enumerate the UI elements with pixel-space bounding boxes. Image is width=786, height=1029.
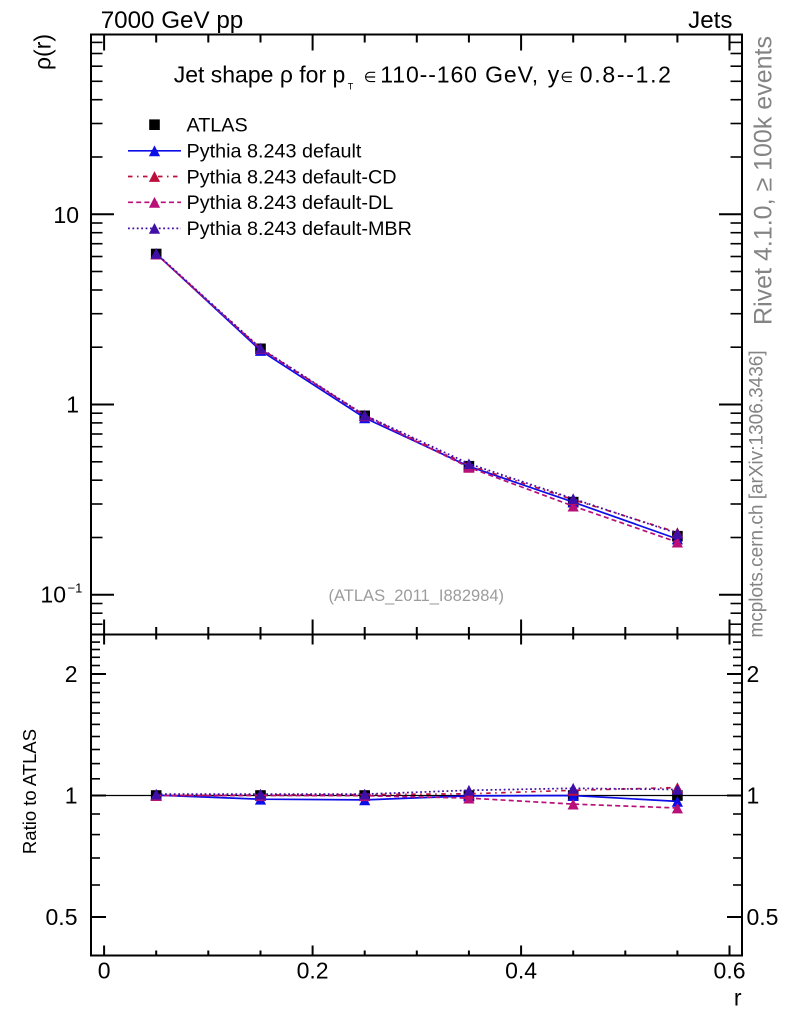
svg-text:0.6: 0.6 (714, 958, 746, 984)
svg-text:0: 0 (98, 958, 111, 984)
svg-text:0.8--1.2: 0.8--1.2 (580, 62, 673, 88)
svg-text:mcplots.cern.ch [arXiv:1306.34: mcplots.cern.ch [arXiv:1306.3436] (747, 350, 768, 637)
svg-text:1: 1 (65, 783, 78, 809)
svg-text:ρ(r): ρ(r) (30, 34, 56, 70)
svg-text:0.5: 0.5 (747, 904, 779, 930)
svg-text:∈: ∈ (560, 70, 573, 86)
svg-text:Jets: Jets (688, 7, 732, 34)
svg-text:2: 2 (65, 661, 78, 687)
svg-text:1: 1 (747, 783, 760, 809)
svg-text:0.2: 0.2 (297, 958, 329, 984)
svg-text:Jet shape ρ for p: Jet shape ρ for p (174, 62, 346, 88)
svg-text:10: 10 (40, 582, 66, 608)
svg-text:2: 2 (747, 661, 760, 687)
svg-text:(ATLAS_2011_I882984): (ATLAS_2011_I882984) (329, 587, 505, 605)
svg-text:Pythia 8.243 default-MBR: Pythia 8.243 default-MBR (187, 218, 412, 240)
svg-text:0.5: 0.5 (46, 904, 78, 930)
svg-text:Pythia 8.243 default-CD: Pythia 8.243 default-CD (187, 166, 397, 188)
svg-text:y: y (548, 62, 560, 88)
svg-text:ATLAS: ATLAS (187, 115, 248, 137)
svg-text:r: r (734, 985, 742, 1011)
svg-text:110--160 GeV,: 110--160 GeV, (380, 62, 539, 88)
svg-text:T: T (348, 82, 354, 92)
svg-text:Ratio to ATLAS: Ratio to ATLAS (19, 729, 40, 854)
svg-text:10: 10 (53, 202, 79, 228)
svg-text:Pythia 8.243 default-DL: Pythia 8.243 default-DL (187, 192, 394, 214)
svg-text:Pythia 8.243 default: Pythia 8.243 default (187, 141, 362, 163)
svg-text:1: 1 (66, 392, 79, 418)
svg-text:Rivet 4.1.0, ≥ 100k events: Rivet 4.1.0, ≥ 100k events (750, 36, 778, 325)
svg-text:0.4: 0.4 (505, 958, 537, 984)
svg-text:7000 GeV pp: 7000 GeV pp (101, 7, 244, 34)
svg-text:−1: −1 (68, 581, 83, 596)
svg-text:∈: ∈ (364, 70, 377, 86)
